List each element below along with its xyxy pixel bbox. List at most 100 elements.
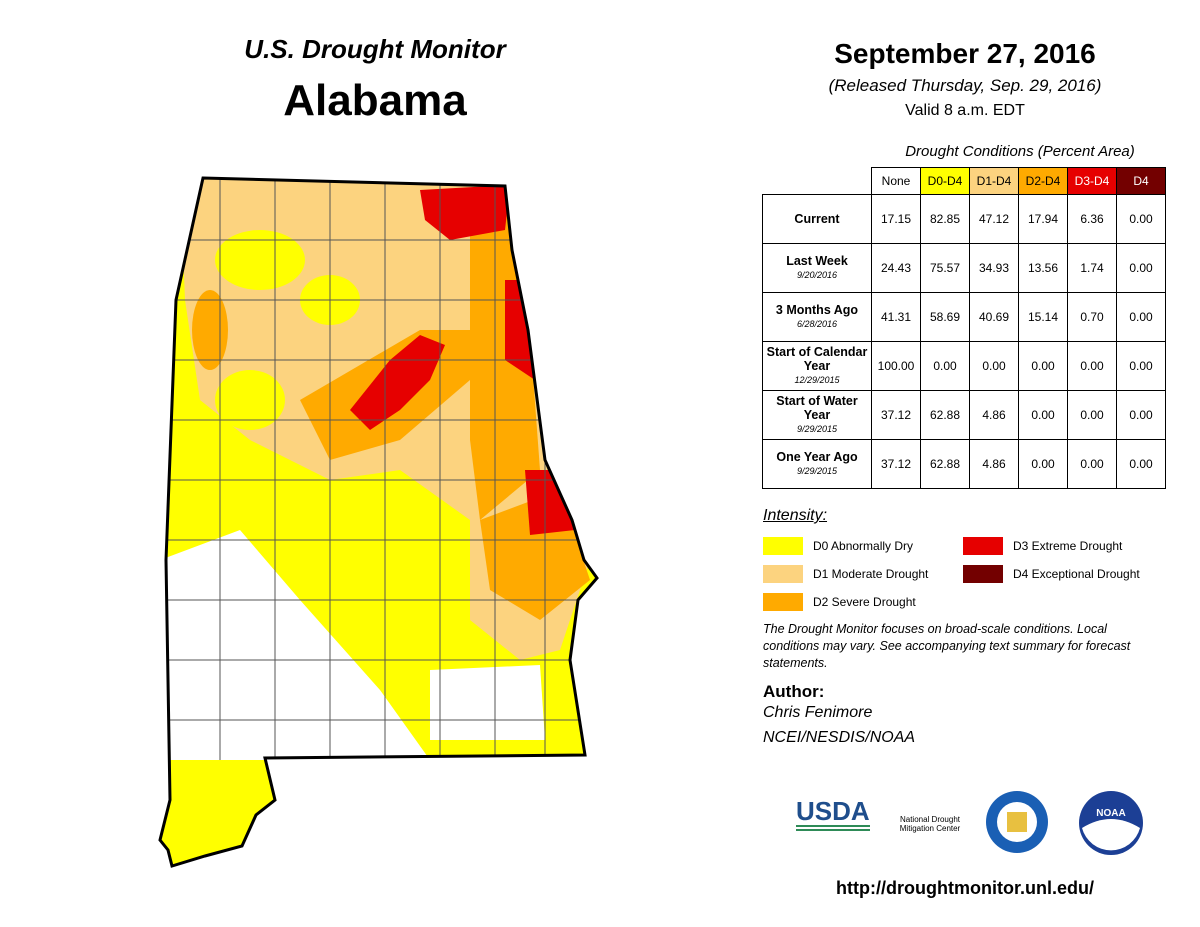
usda-logo: USDA (796, 797, 870, 831)
table-row: Start of Calendar Year 12/29/2015 100.00 0.… (762, 341, 1166, 391)
cell: 0.00 (1116, 292, 1166, 342)
legend-item: D0 Abnormally Dry (763, 537, 913, 555)
column-header: D0-D4 (920, 167, 970, 195)
cell: 41.31 (871, 292, 921, 342)
cell: 0.00 (920, 341, 970, 391)
author-name: Chris Fenimore (763, 704, 873, 721)
cell: 0.00 (1116, 194, 1166, 244)
cell: 62.88 (920, 390, 970, 440)
conditions-table: None D0-D4 D1-D4 D2-D4 D3-D4 D4 Current 17.15 82… (762, 167, 1166, 489)
legend-label: D2 Severe Drought (813, 595, 916, 609)
legend-item: D3 Extreme Drought (963, 537, 1122, 555)
table-row: One Year Ago 9/29/2015 37.12 62.88 4.86 0.00 0… (762, 439, 1166, 489)
released: (Released Thursday, Sep. 29, 2016) (828, 76, 1102, 95)
table-row: Last Week 9/20/2016 24.43 75.57 34.93 13.56 1.… (762, 243, 1166, 293)
cell: 100.00 (871, 341, 921, 391)
noaa-logo-mark (1079, 791, 1143, 855)
legend-label: D1 Moderate Drought (813, 567, 929, 581)
row-label: One Year Ago 9/29/2015 (762, 439, 872, 489)
cell: 13.56 (1018, 243, 1068, 293)
row-label: Last Week 9/20/2016 (762, 243, 872, 293)
row-label: 3 Months Ago 6/28/2016 (762, 292, 872, 342)
legend-swatch (963, 537, 1003, 555)
column-header: D1-D4 (969, 167, 1019, 195)
drought-areas (160, 178, 597, 866)
legend-item: D4 Exceptional Drought (963, 565, 1140, 583)
note: The Drought Monitor focuses on broad-sca… (763, 622, 1131, 670)
row-label: Start of Calendar Year 12/29/2015 (762, 341, 872, 391)
row-date: 9/29/2015 (796, 466, 838, 476)
legend-item: D2 Severe Drought (763, 593, 916, 611)
county-lines (160, 178, 590, 760)
column-header: None (871, 167, 921, 195)
row-name: Start of Calendar Year (766, 345, 868, 373)
legend-item: D1 Moderate Drought (763, 565, 928, 583)
row-date: 9/29/2015 (796, 424, 838, 434)
corner (763, 168, 872, 195)
cell: 62.88 (920, 439, 970, 489)
cell: 0.00 (1018, 439, 1068, 489)
seal-logo (986, 791, 1048, 853)
state-name: Alabama (283, 76, 467, 125)
noaa-logo: NOAA (1096, 808, 1126, 819)
column-header: D3-D4 (1067, 167, 1117, 195)
row-date: 9/20/2016 (796, 270, 838, 280)
cell: 17.94 (1018, 194, 1068, 244)
cell: 0.00 (1018, 341, 1068, 391)
row-date: 6/28/2016 (796, 319, 838, 329)
cell: 82.85 (920, 194, 970, 244)
legend-label: D3 Extreme Drought (1013, 539, 1123, 553)
cell: 6.36 (1067, 194, 1117, 244)
cell: 1.74 (1067, 243, 1117, 293)
cell: 0.00 (1116, 390, 1166, 440)
header-row: None D0-D4 D1-D4 D2-D4 D3-D4 D4 (763, 167, 1166, 195)
cell: 0.00 (1116, 439, 1166, 489)
row-name: One Year Ago (776, 450, 858, 464)
row-name: 3 Months Ago (775, 303, 859, 317)
author-title: Author: (763, 682, 825, 701)
cell: 37.12 (871, 439, 921, 489)
cell: 0.00 (1018, 390, 1068, 440)
legend-swatch (763, 593, 803, 611)
row-date: 12/29/2015 (794, 375, 840, 385)
row-name: Start of Water Year (776, 394, 858, 422)
cell: 58.69 (920, 292, 970, 342)
cell: 0.00 (1067, 341, 1117, 391)
cell: 24.43 (871, 243, 921, 293)
author-org: NCEI/NESDIS/NOAA (763, 729, 916, 746)
column-header: D4 (1116, 167, 1166, 195)
cell: 0.00 (969, 341, 1019, 391)
cell: 0.70 (1067, 292, 1117, 342)
row-label: Start of Water Year 9/29/2015 (762, 390, 872, 440)
cell: 15.14 (1018, 292, 1068, 342)
url: http://droughtmonitor.unl.edu/ (836, 878, 1094, 898)
legend-label: D4 Exceptional Drought (1013, 567, 1140, 581)
row-label: Current (762, 194, 872, 244)
legend-title: Intensity: (763, 507, 828, 524)
cell: 0.00 (1116, 243, 1166, 293)
cell: 17.15 (871, 194, 921, 244)
table-caption: Drought Conditions (Percent Area) (905, 143, 1135, 160)
row-name: Current (794, 212, 840, 226)
cell: 0.00 (1067, 439, 1117, 489)
table-row: Start of Water Year 9/29/2015 37.12 62.88 4.… (762, 390, 1166, 440)
legend-swatch (763, 565, 803, 583)
date: September 27, 2016 (834, 38, 1096, 69)
table-row: Current 17.15 82.85 47.12 17.94 6.36 0.00 (762, 194, 1166, 244)
state-outline (158, 176, 599, 868)
column-header: D2-D4 (1018, 167, 1068, 195)
cell: 0.00 (1116, 341, 1166, 391)
cell: 47.12 (969, 194, 1019, 244)
legend-label: D0 Abnormally Dry (813, 539, 914, 553)
cell: 40.69 (969, 292, 1019, 342)
valid: Valid 8 a.m. EDT (905, 102, 1025, 119)
cell: 4.86 (969, 390, 1019, 440)
ndmc-logo: National Drought Mitigation Center (899, 815, 961, 833)
legend-swatch (963, 565, 1003, 583)
cell: 75.57 (920, 243, 970, 293)
legend-swatch (763, 537, 803, 555)
cell: 34.93 (969, 243, 1019, 293)
drought-map (158, 176, 599, 868)
cell: 4.86 (969, 439, 1019, 489)
